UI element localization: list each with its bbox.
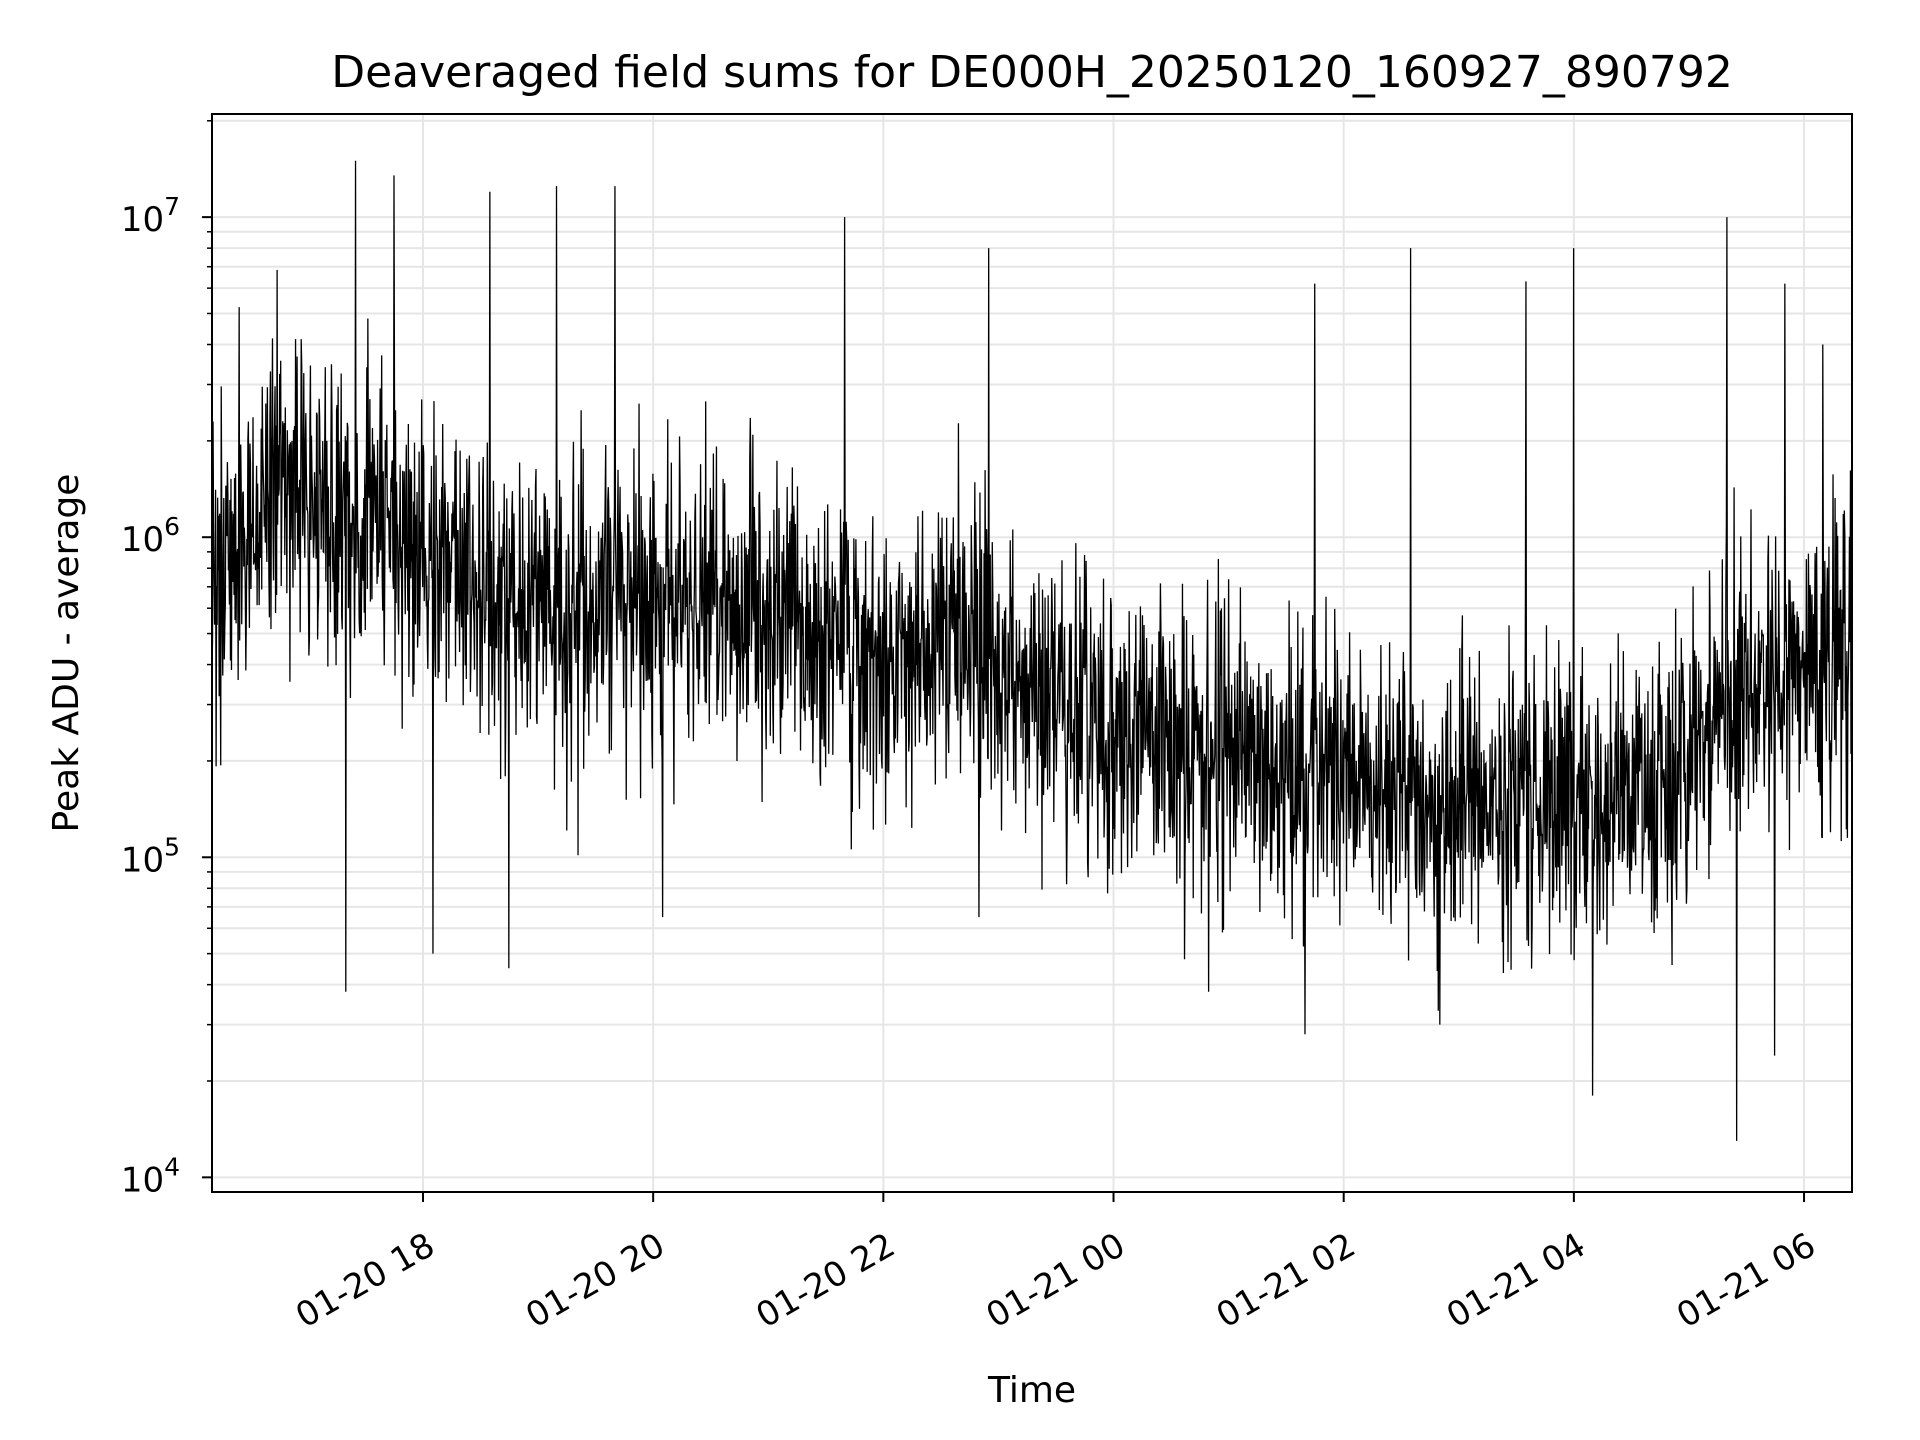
x-axis-label: Time [987,1370,1076,1411]
y-tick-label: 105 [121,832,180,880]
y-tick-label: 106 [121,512,180,560]
y-axis: 104 105 106 107 [121,120,212,1200]
y-tick-label: 104 [121,1152,180,1200]
series-line [211,160,1853,1141]
plot-frame [211,113,1853,1193]
y-axis-label: Peak ADU - average [46,474,87,833]
y-tick-label: 107 [121,192,180,240]
chart-title: Deaveraged field sums for DE000H_2025012… [331,47,1733,98]
series-path [211,160,1853,1141]
